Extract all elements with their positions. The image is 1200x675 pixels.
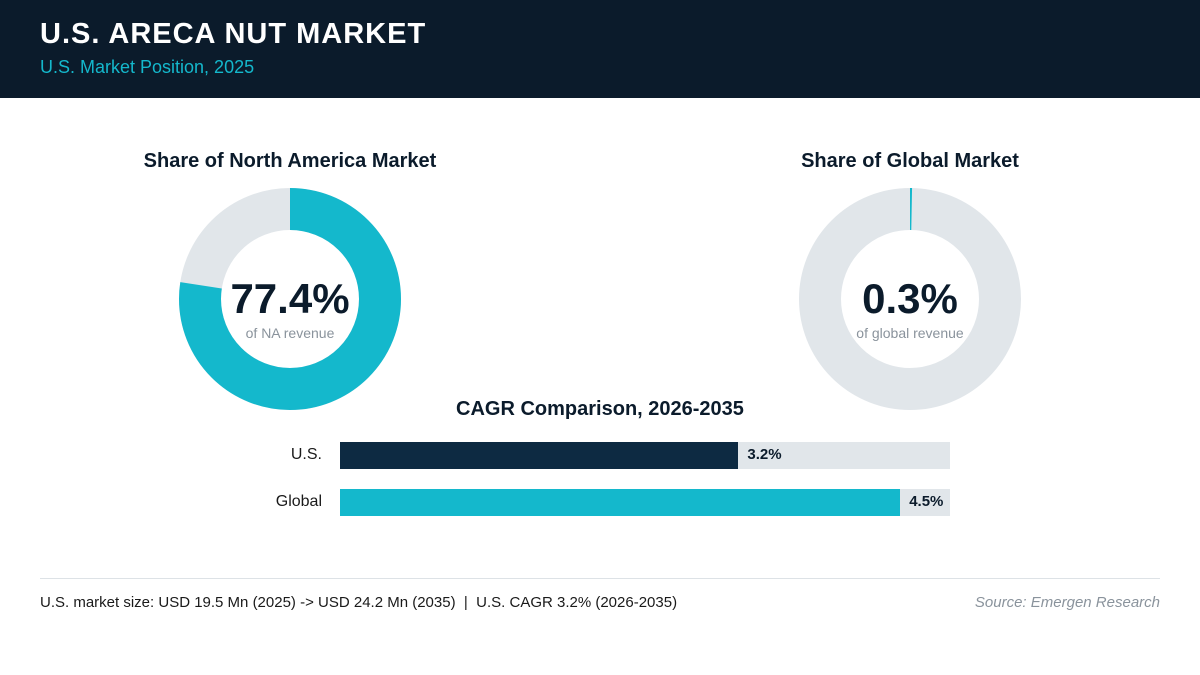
footer-divider — [40, 578, 1160, 579]
cagr-chart-title: CAGR Comparison, 2026-2035 — [456, 398, 744, 420]
page-title: U.S. ARECA NUT MARKET — [40, 18, 427, 50]
na-share-caption: of NA revenue — [245, 325, 335, 341]
na-share-donut — [179, 188, 401, 410]
source-credit: Source: Emergen Research — [974, 594, 1160, 611]
market-size-note: U.S. market size: USD 19.5 Mn (2025) -> … — [40, 594, 678, 611]
page-subtitle: U.S. Market Position, 2025 — [40, 57, 255, 77]
bar-category-us: U.S. — [290, 446, 322, 463]
global-share-value: 0.3% — [862, 275, 958, 322]
bar-us — [340, 442, 739, 469]
na-donut-slice — [179, 188, 401, 410]
bar-value-us: 3.2% — [747, 446, 782, 463]
na-share-title: Share of North America Market — [143, 150, 437, 172]
bar-global — [340, 489, 901, 516]
bar-value-global: 4.5% — [909, 493, 944, 510]
header-banner: U.S. ARECA NUT MARKET U.S. Market Positi… — [0, 0, 1200, 98]
na-share-value: 77.4% — [230, 275, 350, 322]
bar-track-us: 3.2% — [340, 442, 950, 469]
bar-track-global: 4.5% — [340, 489, 950, 516]
global-share-donut — [799, 188, 1021, 410]
global-donut-slice — [799, 188, 1021, 410]
global-share-caption: of global revenue — [856, 325, 964, 341]
global-share-title: Share of Global Market — [801, 150, 1019, 172]
bar-category-global: Global — [275, 493, 322, 510]
